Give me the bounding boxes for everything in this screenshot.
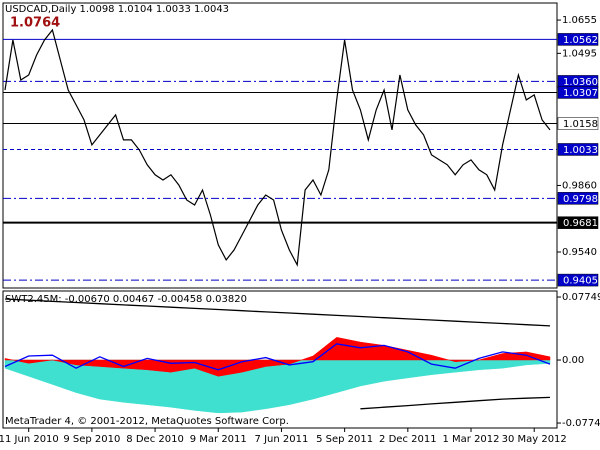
chart-title: USDCAD,Daily 1.0098 1.0104 1.0033 1.0043	[5, 4, 229, 15]
footer: MetaTrader 4, © 2001-2012, MetaQuotes So…	[5, 416, 289, 427]
level-label: 1.0033	[563, 145, 598, 156]
x-tick-label: 5 Sep 2011	[316, 434, 373, 445]
level-label-box	[557, 192, 599, 205]
indicator-title: SWT2.45M: -0.00670 0.00467 -0.00458 0.03…	[5, 294, 247, 305]
price-layer	[3, 28, 557, 281]
x-tick-label: 2 Dec 2011	[379, 434, 437, 445]
price-panel	[2, 2, 558, 289]
indicator-line	[360, 396, 551, 410]
indicator-layer	[4, 298, 551, 414]
y-tick-label: 0.07749	[562, 292, 600, 303]
y-tick-label: 1.0655	[562, 15, 597, 26]
level-label-box	[557, 86, 599, 99]
indicator-panel	[2, 290, 558, 429]
level-label-box	[557, 216, 599, 229]
level-label: 0.9681	[563, 218, 598, 229]
level-label: 1.0360	[563, 77, 598, 88]
y-tick-label: 0.9860	[562, 180, 597, 191]
y-tick-label: 0.00	[562, 355, 584, 366]
current-price: 1.0764	[10, 16, 60, 31]
y-tick-label: 0.9540	[562, 247, 597, 258]
x-tick-label: 1 Mar 2012	[442, 434, 499, 445]
level-label: 1.0158	[563, 119, 598, 130]
x-tick-label: 11 Jun 2010	[0, 434, 59, 445]
x-tick-label: 9 Sep 2010	[63, 434, 120, 445]
indicator-area	[4, 337, 551, 377]
y-tick-label: 1.0495	[562, 48, 597, 59]
x-tick-label: 9 Mar 2011	[190, 434, 247, 445]
price-line	[4, 28, 551, 267]
level-label: 0.9405	[563, 276, 598, 287]
level-label-box	[557, 143, 599, 156]
level-label-box	[557, 273, 599, 287]
x-tick-label: 7 Jun 2011	[255, 434, 309, 445]
level-label: 1.0562	[563, 35, 598, 46]
level-label-box	[557, 117, 599, 130]
x-tick-label: 8 Dec 2010	[126, 434, 184, 445]
level-label: 0.9798	[563, 194, 598, 205]
y-tick-label: -0.07749	[562, 418, 600, 429]
x-tick-label: 30 May 2012	[502, 434, 567, 445]
indicator-area	[4, 359, 551, 414]
indicator-line	[4, 343, 551, 371]
indicator-line	[4, 298, 551, 327]
level-label: 1.0307	[563, 88, 598, 99]
level-label-box	[557, 33, 599, 46]
